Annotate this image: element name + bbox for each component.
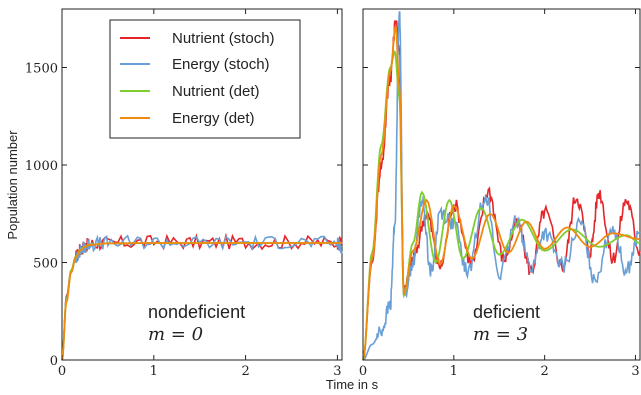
right-annotation-line2: m = 3: [473, 324, 528, 345]
left-series-energy-det: [61, 242, 342, 361]
right-panel-frame: [362, 8, 641, 361]
left-xtick-label-1: 1: [150, 364, 158, 379]
right-xtick-label-0: 0: [359, 364, 367, 379]
right-xtick-label-2: 2: [540, 364, 548, 379]
y-axis-label: Population number: [5, 130, 20, 240]
left-xtick-label-0: 0: [58, 364, 66, 379]
ytick-label-1500: 1500: [25, 62, 58, 77]
right-xtick-label-3: 3: [631, 364, 639, 379]
ticks: 0 1 2 3 0 500 1000 1500 0 1 2 3: [25, 9, 640, 379]
right-series-energy-det: [362, 23, 641, 361]
left-xtick-label-3: 3: [333, 364, 341, 379]
left-plot-area: [61, 232, 343, 361]
x-axis-label: Time in s: [326, 377, 379, 392]
right-xtick-label-1: 1: [450, 364, 458, 379]
ytick-label-1000: 1000: [25, 159, 58, 174]
right-plot-area: [362, 11, 641, 361]
legend-label-0: Nutrient (stoch): [172, 30, 275, 47]
legend-label-1: Energy (stoch): [172, 56, 270, 73]
right-annotation-line1: deficient: [473, 302, 540, 322]
left-annotation-line2: m = 0: [148, 324, 203, 345]
left-annotation-line1: nondeficient: [148, 302, 245, 322]
ytick-label-500: 500: [33, 257, 58, 272]
left-panel-frame: [61, 8, 343, 361]
legend-label-3: Energy (det): [172, 110, 255, 127]
legend-label-2: Nutrient (det): [172, 83, 260, 100]
right-series-energy-stoch: [362, 11, 641, 361]
legend: Nutrient (stoch) Energy (stoch) Nutrient…: [109, 19, 301, 139]
left-xtick-label-2: 2: [241, 364, 249, 379]
ytick-label-0: 0: [50, 354, 58, 369]
